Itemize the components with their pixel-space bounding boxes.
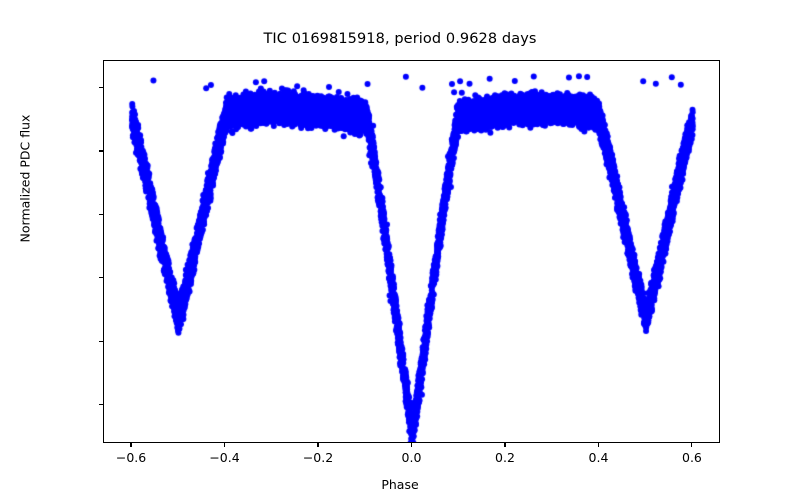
x-tick-mark xyxy=(691,443,693,447)
x-tick-label: −0.6 xyxy=(115,450,147,465)
y-tick-mark xyxy=(99,404,103,406)
x-tick-mark xyxy=(410,443,413,447)
x-tick-mark xyxy=(597,443,599,447)
plot-area xyxy=(103,60,720,443)
x-tick-mark xyxy=(130,443,132,447)
y-tick-mark xyxy=(99,213,103,215)
x-tick-label: −0.4 xyxy=(209,450,240,465)
y-tick-mark xyxy=(99,150,103,152)
chart-title: TIC 0169815918, period 0.9628 days xyxy=(263,31,537,47)
x-tick-label: 0.0 xyxy=(401,450,422,465)
x-tick-label: 0.4 xyxy=(588,450,609,465)
x-tick-label: 0.2 xyxy=(495,450,515,465)
x-tick-mark xyxy=(504,443,506,447)
y-axis-label: Normalized PDC flux xyxy=(17,114,33,243)
x-tick-label: 0.6 xyxy=(682,450,702,465)
y-tick-mark xyxy=(99,277,103,279)
scatter-plot-canvas xyxy=(104,61,719,442)
x-tick-mark xyxy=(317,443,319,447)
y-tick-mark xyxy=(99,87,103,89)
x-axis-label: Phase xyxy=(381,477,419,492)
x-tick-label: −0.2 xyxy=(302,450,334,465)
y-tick-mark xyxy=(99,340,103,342)
x-tick-mark xyxy=(223,443,226,447)
